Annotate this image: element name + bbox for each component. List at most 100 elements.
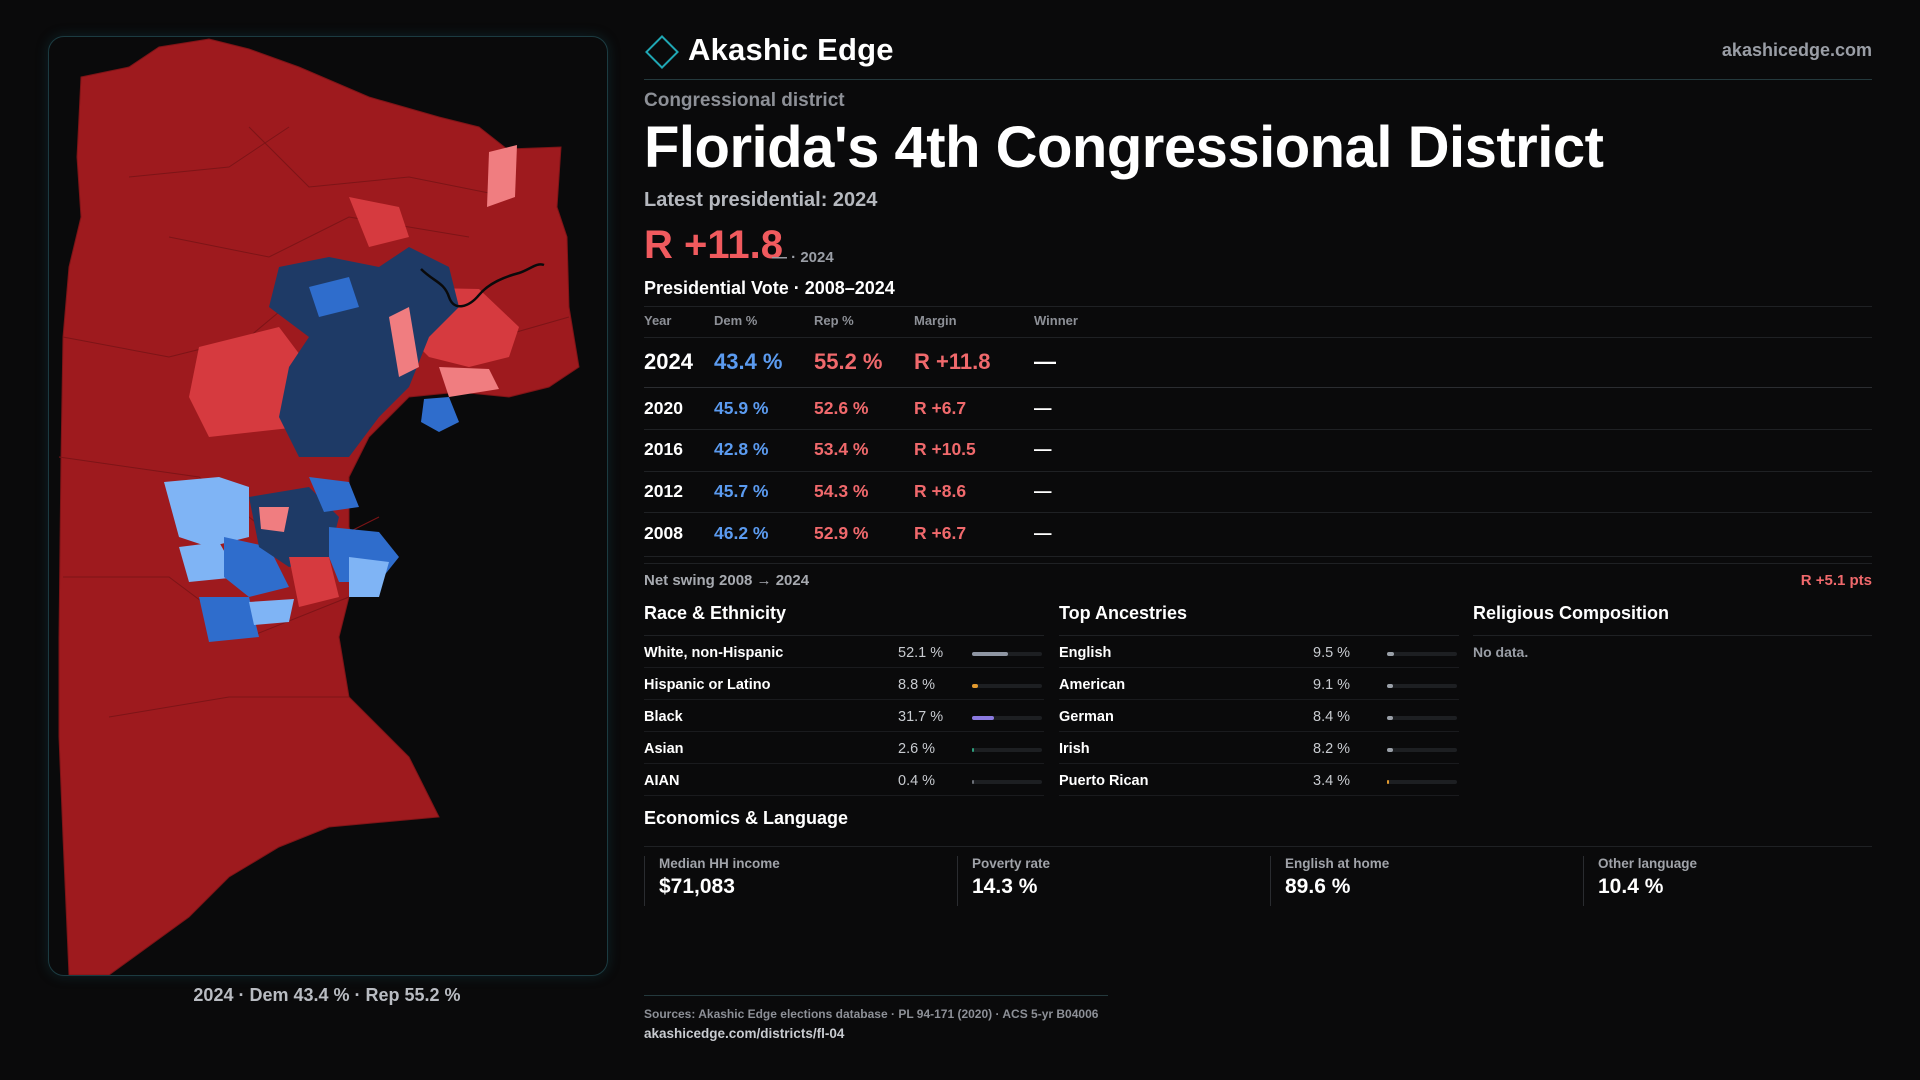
stat-label: AIAN [644, 773, 680, 789]
economics-cards: Median HH income $71,083 Poverty rate 14… [644, 856, 1872, 906]
list-item: Irish 8.2 % [1059, 732, 1459, 764]
stat-card-income: Median HH income $71,083 [644, 856, 949, 906]
brand[interactable]: Akashic Edge [644, 32, 894, 69]
presidential-vote-title: Presidential Vote · 2008–2024 [644, 278, 895, 298]
page-kicker: Congressional district [644, 90, 845, 111]
row-margin: R +6.7 [914, 398, 967, 418]
district-url[interactable]: akashicedge.com/districts/fl-04 [644, 1026, 845, 1041]
card-value: 89.6 % [1285, 875, 1351, 898]
stat-card-english: English at home 89.6 % [1270, 856, 1575, 906]
card-label: Other language [1598, 856, 1698, 871]
card-label: English at home [1285, 856, 1390, 871]
stat-bar [1387, 748, 1457, 752]
economics-section: Economics & Language [644, 808, 1872, 847]
stat-bar [1387, 652, 1457, 656]
list-item: White, non-Hispanic 52.1 % [644, 636, 1044, 668]
row-year: 2020 [644, 398, 683, 418]
table-divider [644, 556, 1872, 557]
col-margin: Margin [914, 313, 957, 328]
latest-presidential-label: Latest presidential: 2024 [644, 189, 878, 211]
stat-bar [1387, 780, 1457, 784]
religion-section: Religious Composition No data. [1473, 603, 1872, 660]
stat-value: 8.8 % [898, 677, 936, 693]
footer-divider [644, 995, 1108, 996]
section-title: Top Ancestries [1059, 603, 1188, 623]
section-title: Economics & Language [644, 808, 849, 828]
row-margin: R +10.5 [914, 439, 976, 459]
row-winner: — [1034, 398, 1052, 418]
row-dem: 42.8 % [714, 439, 769, 459]
stat-value: 9.5 % [1313, 645, 1351, 661]
header-divider [644, 79, 1872, 80]
no-data-message: No data. [1473, 644, 1529, 660]
latest-margin: R +11.8 [644, 223, 784, 267]
row-dem: 46.2 % [714, 523, 769, 543]
row-rep: 53.4 % [814, 439, 869, 459]
row-year: 2008 [644, 523, 683, 543]
stat-bar-fill [972, 780, 975, 784]
section-title: Religious Composition [1473, 603, 1669, 623]
map-caption: 2024 · Dem 43.4 % · Rep 55.2 % [193, 985, 461, 1005]
district-map-svg [58, 38, 580, 975]
row-margin: R +6.7 [914, 523, 967, 543]
stat-label: American [1059, 677, 1126, 693]
stat-value: 3.4 % [1313, 773, 1351, 789]
stat-bar-fill [972, 652, 1009, 656]
stat-bar [972, 684, 1042, 688]
table-divider [644, 563, 1872, 564]
row-dem: 45.7 % [714, 481, 769, 501]
row-margin: R +8.6 [914, 481, 967, 501]
stat-bar-fill [972, 716, 995, 720]
stat-label: German [1059, 709, 1114, 725]
row-winner: — [1034, 481, 1052, 501]
stat-label: Asian [644, 741, 684, 757]
row-rep: 52.9 % [814, 523, 869, 543]
card-label: Poverty rate [972, 856, 1051, 871]
row-rep: 52.6 % [814, 398, 869, 418]
list-item: Asian 2.6 % [644, 732, 1044, 764]
list-item: German 8.4 % [1059, 700, 1459, 732]
stat-value: 9.1 % [1313, 677, 1351, 693]
stat-bar-fill [1387, 684, 1394, 688]
site-link[interactable]: akashicedge.com [1721, 40, 1872, 60]
row-rep: 55.2 % [814, 349, 883, 374]
stat-label: White, non-Hispanic [644, 645, 784, 661]
stat-bar-fill [1387, 780, 1390, 784]
row-year: 2012 [644, 481, 683, 501]
stat-bar-fill [972, 748, 975, 752]
row-winner: — [1034, 523, 1052, 543]
stat-bar [972, 716, 1042, 720]
district-map[interactable] [48, 36, 608, 976]
stat-value: 8.2 % [1313, 741, 1351, 757]
stat-value: 31.7 % [898, 709, 944, 725]
card-value: $71,083 [659, 875, 735, 898]
card-label: Median HH income [659, 856, 780, 871]
stat-label: English [1059, 645, 1112, 661]
list-item: Puerto Rican 3.4 % [1059, 764, 1459, 796]
row-margin: R +11.8 [914, 349, 991, 374]
race-ethnicity-section: Race & Ethnicity White, non-Hispanic 52.… [644, 603, 1044, 796]
stat-bar-fill [1387, 748, 1393, 752]
list-item: English 9.5 % [1059, 636, 1459, 668]
river [420, 263, 545, 308]
list-item: Black 31.7 % [644, 700, 1044, 732]
stat-value: 2.6 % [898, 741, 936, 757]
table-divider [644, 387, 1872, 388]
stat-label: Puerto Rican [1059, 773, 1149, 789]
ancestry-section: Top Ancestries English 9.5 % American 9.… [1059, 603, 1459, 796]
row-winner: — [1034, 349, 1056, 374]
stat-value: 0.4 % [898, 773, 936, 789]
stat-bar [1387, 684, 1457, 688]
stat-bar [1387, 716, 1457, 720]
table-divider [644, 471, 1872, 472]
section-title: Race & Ethnicity [644, 603, 787, 623]
col-winner: Winner [1034, 313, 1078, 328]
precinct-shading [164, 145, 519, 642]
col-rep: Rep % [814, 313, 854, 328]
brand-name: Akashic Edge [688, 32, 894, 67]
stat-bar-fill [972, 684, 979, 688]
page-title: Florida's 4th Congressional District [644, 115, 1604, 180]
list-item: American 9.1 % [1059, 668, 1459, 700]
stat-bar [972, 652, 1042, 656]
latest-margin-sub: — · 2024 [772, 249, 834, 266]
